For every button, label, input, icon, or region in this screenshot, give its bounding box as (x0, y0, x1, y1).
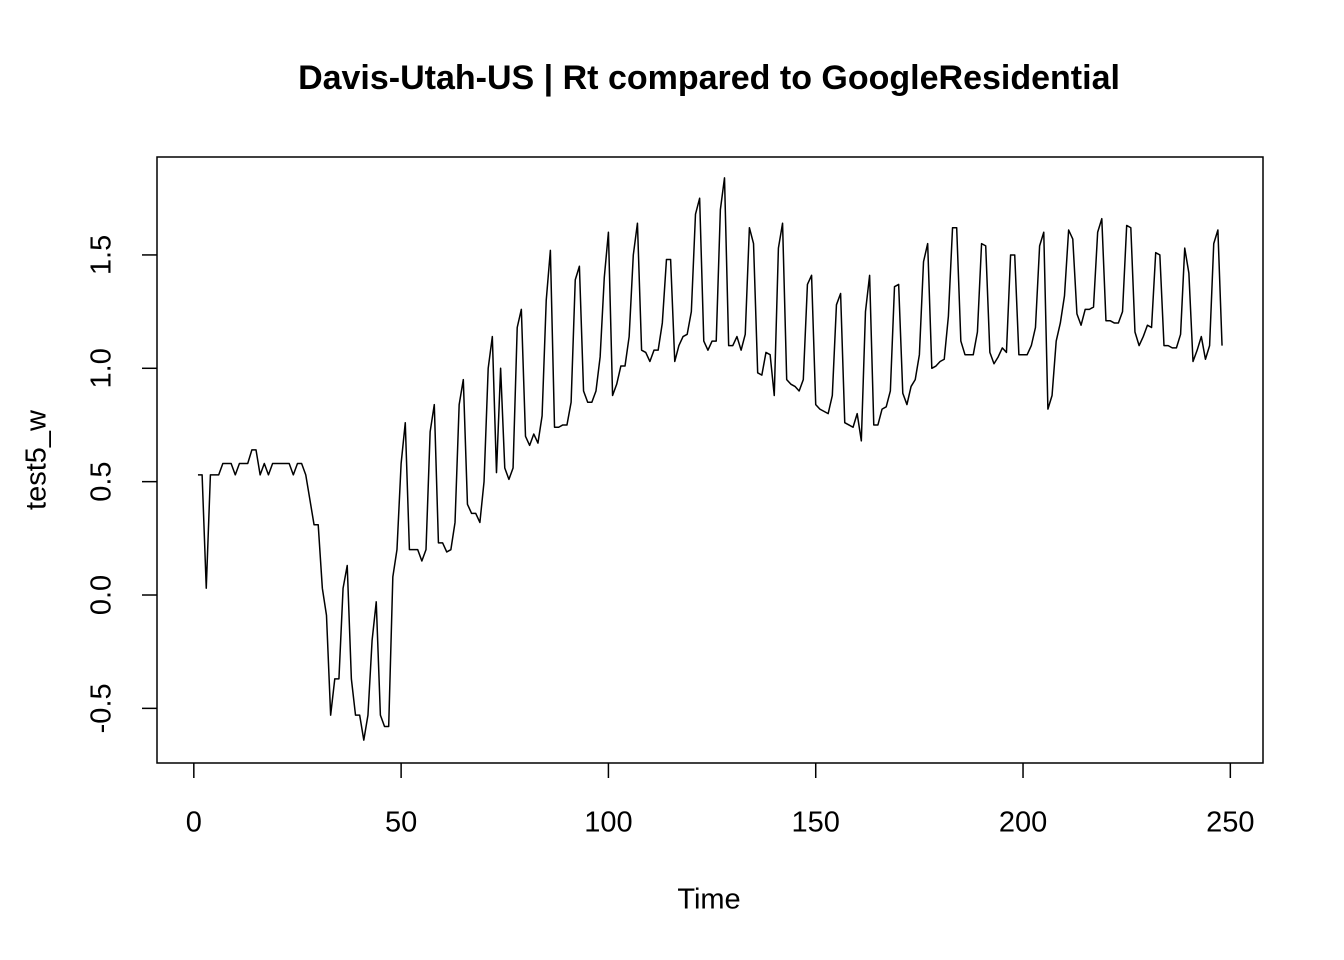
x-tick-label: 200 (999, 807, 1047, 839)
plot-frame (156, 156, 1264, 764)
x-tick-label: 0 (186, 807, 202, 839)
x-tick-label: 50 (385, 807, 417, 839)
y-tick-label: 0.5 (86, 461, 118, 501)
data-line (197, 177, 1223, 741)
y-axis-label: test5_w (21, 409, 53, 510)
x-tick-label: 150 (792, 807, 840, 839)
x-axis-label: Time (677, 884, 740, 916)
x-tick-label: 250 (1206, 807, 1254, 839)
chart-title: Davis-Utah-US | Rt compared to GoogleRes… (298, 59, 1120, 97)
y-tick-label: 1.0 (86, 348, 118, 388)
y-tick-label: 1.5 (86, 235, 118, 275)
y-tick-label: -0.5 (86, 683, 118, 733)
y-tick-label: 0.0 (86, 575, 118, 615)
x-tick-label: 100 (584, 807, 632, 839)
